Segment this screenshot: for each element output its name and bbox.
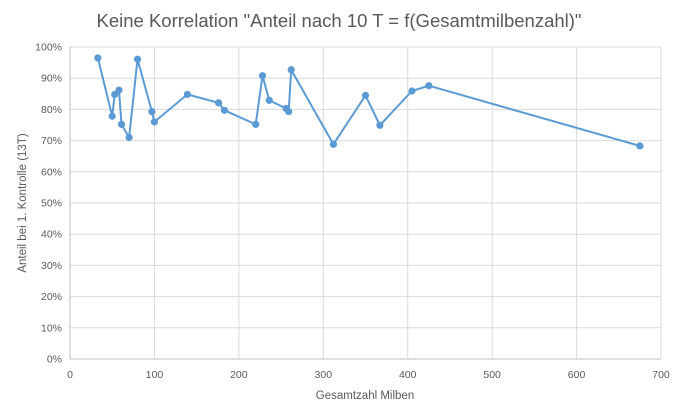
x-tick-label: 200 [230,369,248,381]
data-point [329,140,338,148]
y-tick-label: 100% [35,42,62,54]
data-point [108,112,116,120]
data-point [258,72,267,80]
y-tick-label: 50% [41,198,62,210]
data-point [252,120,260,128]
y-tick-label: 30% [41,260,62,272]
axes [69,47,661,360]
x-tick-label: 700 [652,369,670,381]
chart-title: Keine Korrelation "Anteil nach 10 T = f(… [97,10,582,31]
y-tick-label: 60% [41,166,62,178]
data-point [133,55,142,63]
data-point [376,121,384,129]
x-tick-label: 600 [568,369,586,381]
y-tick-labels: 0% 10% 20% 30% 40% 50% 60% 70% 80% 90% 100% [35,42,62,366]
x-tick-label: 500 [483,369,501,381]
x-tick-labels: 0 100 200 300 400 500 600 700 [67,369,670,381]
gridlines [70,46,662,359]
data-point [425,82,433,90]
data-point [94,54,102,62]
data-point [408,87,416,95]
y-axis-label: Anteil bei 1. Kontrolle (13T) [17,133,29,273]
x-tick-label: 400 [399,369,417,381]
series-line [96,57,641,147]
data-point [265,96,273,104]
y-tick-label: 10% [41,322,62,334]
data-point [361,91,370,99]
y-tick-label: 90% [41,73,62,85]
y-tick-label: 40% [41,229,62,241]
x-tick-label: 100 [146,369,164,381]
data-point [148,107,156,116]
data-point [117,120,126,128]
x-tick-label: 0 [67,369,73,381]
x-tick-label: 300 [315,369,333,381]
data-point [115,86,123,94]
series [94,54,644,150]
data-point [636,142,644,150]
y-tick-label: 70% [41,135,62,147]
y-tick-label: 20% [41,291,62,303]
data-point [285,107,293,116]
x-axis-label: Gesamtzahl Milben [316,390,414,402]
data-point [183,90,191,99]
y-tick-label: 0% [47,354,62,366]
data-point [220,106,229,114]
data-point [214,99,223,107]
y-tick-label: 80% [41,104,62,116]
data-point [287,66,295,74]
data-point [125,133,133,142]
data-point [150,118,159,126]
